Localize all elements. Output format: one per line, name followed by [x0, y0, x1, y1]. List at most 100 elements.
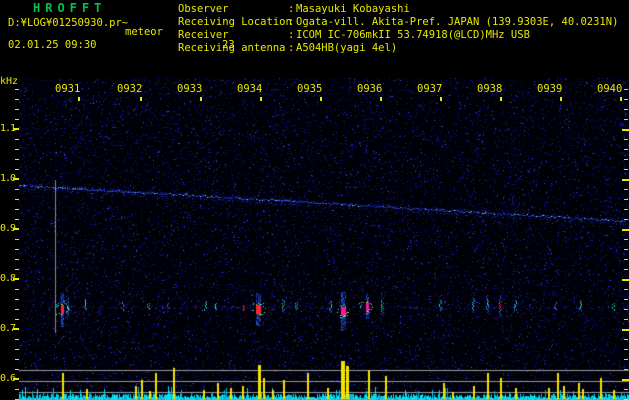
info-value-0: Masayuki Kobayashi	[296, 3, 410, 15]
freq-major-tick-0.8	[13, 278, 19, 280]
freq-minor-tick	[15, 339, 19, 340]
freq-label-1.0: 1.0	[0, 173, 16, 184]
time-tick-0933	[200, 97, 202, 101]
time-label-0934: 0934	[237, 83, 263, 95]
time-label-0932: 0932	[117, 83, 143, 95]
freq-minor-tick	[15, 219, 19, 220]
freq-minor-tick	[15, 199, 19, 200]
time-tick-0937	[440, 97, 442, 101]
freq-major-tick-1.1	[13, 128, 19, 130]
info-label-3: Receiving antenna	[178, 42, 286, 54]
freq-right-tick	[624, 199, 628, 200]
freq-right-tick	[622, 329, 629, 331]
freq-minor-tick	[15, 149, 19, 150]
time-tick-0934	[260, 97, 262, 101]
freq-right-tick	[624, 259, 628, 260]
info-colon-2: :	[288, 29, 295, 41]
freq-minor-tick	[15, 389, 19, 390]
time-label-0940: 0940	[597, 83, 623, 95]
meteor-label: meteor	[125, 26, 163, 38]
time-label-0938: 0938	[477, 83, 503, 95]
freq-minor-tick	[15, 289, 19, 290]
freq-minor-tick	[15, 259, 19, 260]
freq-right-tick	[624, 99, 628, 100]
time-tick-0940	[620, 97, 622, 101]
info-label-0: Observer	[178, 3, 229, 15]
freq-right-tick	[624, 159, 628, 160]
freq-major-tick-0.6	[13, 378, 19, 380]
freq-minor-tick	[15, 109, 19, 110]
freq-right-tick	[624, 149, 628, 150]
freq-minor-tick	[15, 299, 19, 300]
freq-right-tick	[624, 349, 628, 350]
freq-minor-tick	[15, 139, 19, 140]
info-value-1: Ogata-vill. Akita-Pref. JAPAN (139.9303E…	[296, 16, 619, 28]
freq-axis-unit: kHz	[0, 76, 19, 87]
freq-major-tick-1.0	[13, 178, 19, 180]
freq-right-tick	[624, 299, 628, 300]
freq-major-tick-0.7	[13, 328, 19, 330]
time-label-0935: 0935	[297, 83, 323, 95]
freq-right-tick	[624, 249, 628, 250]
freq-minor-tick	[15, 169, 19, 170]
freq-minor-tick	[15, 369, 19, 370]
freq-right-tick	[624, 89, 628, 90]
freq-minor-tick	[15, 189, 19, 190]
freq-right-tick	[624, 139, 628, 140]
time-tick-0931	[78, 97, 80, 101]
time-tick-0935	[320, 97, 322, 101]
time-tick-0936	[380, 97, 382, 101]
freq-right-tick	[624, 169, 628, 170]
freq-minor-tick	[15, 99, 19, 100]
freq-minor-tick	[15, 319, 19, 320]
freq-minor-tick	[15, 159, 19, 160]
freq-right-tick	[624, 369, 628, 370]
freq-minor-tick	[15, 89, 19, 90]
freq-minor-tick	[15, 309, 19, 310]
info-label-2: Receiver	[178, 29, 229, 41]
info-colon-3: :	[288, 42, 295, 54]
freq-label-0.7: 0.7	[0, 323, 16, 334]
freq-right-tick	[622, 229, 629, 231]
time-tick-0938	[500, 97, 502, 101]
freq-major-tick-0.9	[13, 228, 19, 230]
freq-right-tick	[624, 269, 628, 270]
freq-minor-tick	[15, 359, 19, 360]
info-colon-0: :	[288, 3, 295, 15]
freq-right-tick	[622, 179, 629, 181]
freq-right-tick	[624, 239, 628, 240]
time-tick-0932	[140, 97, 142, 101]
freq-right-tick	[624, 189, 628, 190]
freq-minor-tick	[15, 239, 19, 240]
freq-minor-tick	[15, 349, 19, 350]
info-label-1: Receiving Location	[178, 16, 292, 28]
meteor-count: 23	[222, 39, 235, 51]
freq-minor-tick	[15, 249, 19, 250]
info-value-3: A504HB(yagi 4el)	[296, 42, 398, 54]
app-title: HROFFT	[33, 1, 107, 15]
info-colon-1: :	[288, 16, 295, 28]
freq-right-tick	[624, 339, 628, 340]
freq-minor-tick	[15, 209, 19, 210]
freq-label-0.9: 0.9	[0, 223, 16, 234]
freq-right-tick	[624, 309, 628, 310]
freq-right-tick	[624, 219, 628, 220]
datetime-label: 02.01.25 09:30	[8, 39, 97, 51]
time-label-0933: 0933	[177, 83, 203, 95]
freq-right-tick	[624, 359, 628, 360]
freq-label-1.1: 1.1	[0, 123, 16, 134]
freq-label-0.8: 0.8	[0, 273, 16, 284]
freq-right-tick	[622, 129, 629, 131]
time-label-0937: 0937	[417, 83, 443, 95]
time-label-0939: 0939	[537, 83, 563, 95]
freq-label-0.6: 0.6	[0, 373, 16, 384]
log-file-path: D:¥LOG¥01250930.pr~	[8, 17, 129, 29]
freq-right-tick	[624, 209, 628, 210]
freq-right-tick	[624, 119, 628, 120]
freq-right-tick	[624, 109, 628, 110]
freq-right-tick	[622, 379, 629, 381]
time-label-0931: 0931	[55, 83, 81, 95]
time-label-0936: 0936	[357, 83, 383, 95]
freq-minor-tick	[15, 269, 19, 270]
